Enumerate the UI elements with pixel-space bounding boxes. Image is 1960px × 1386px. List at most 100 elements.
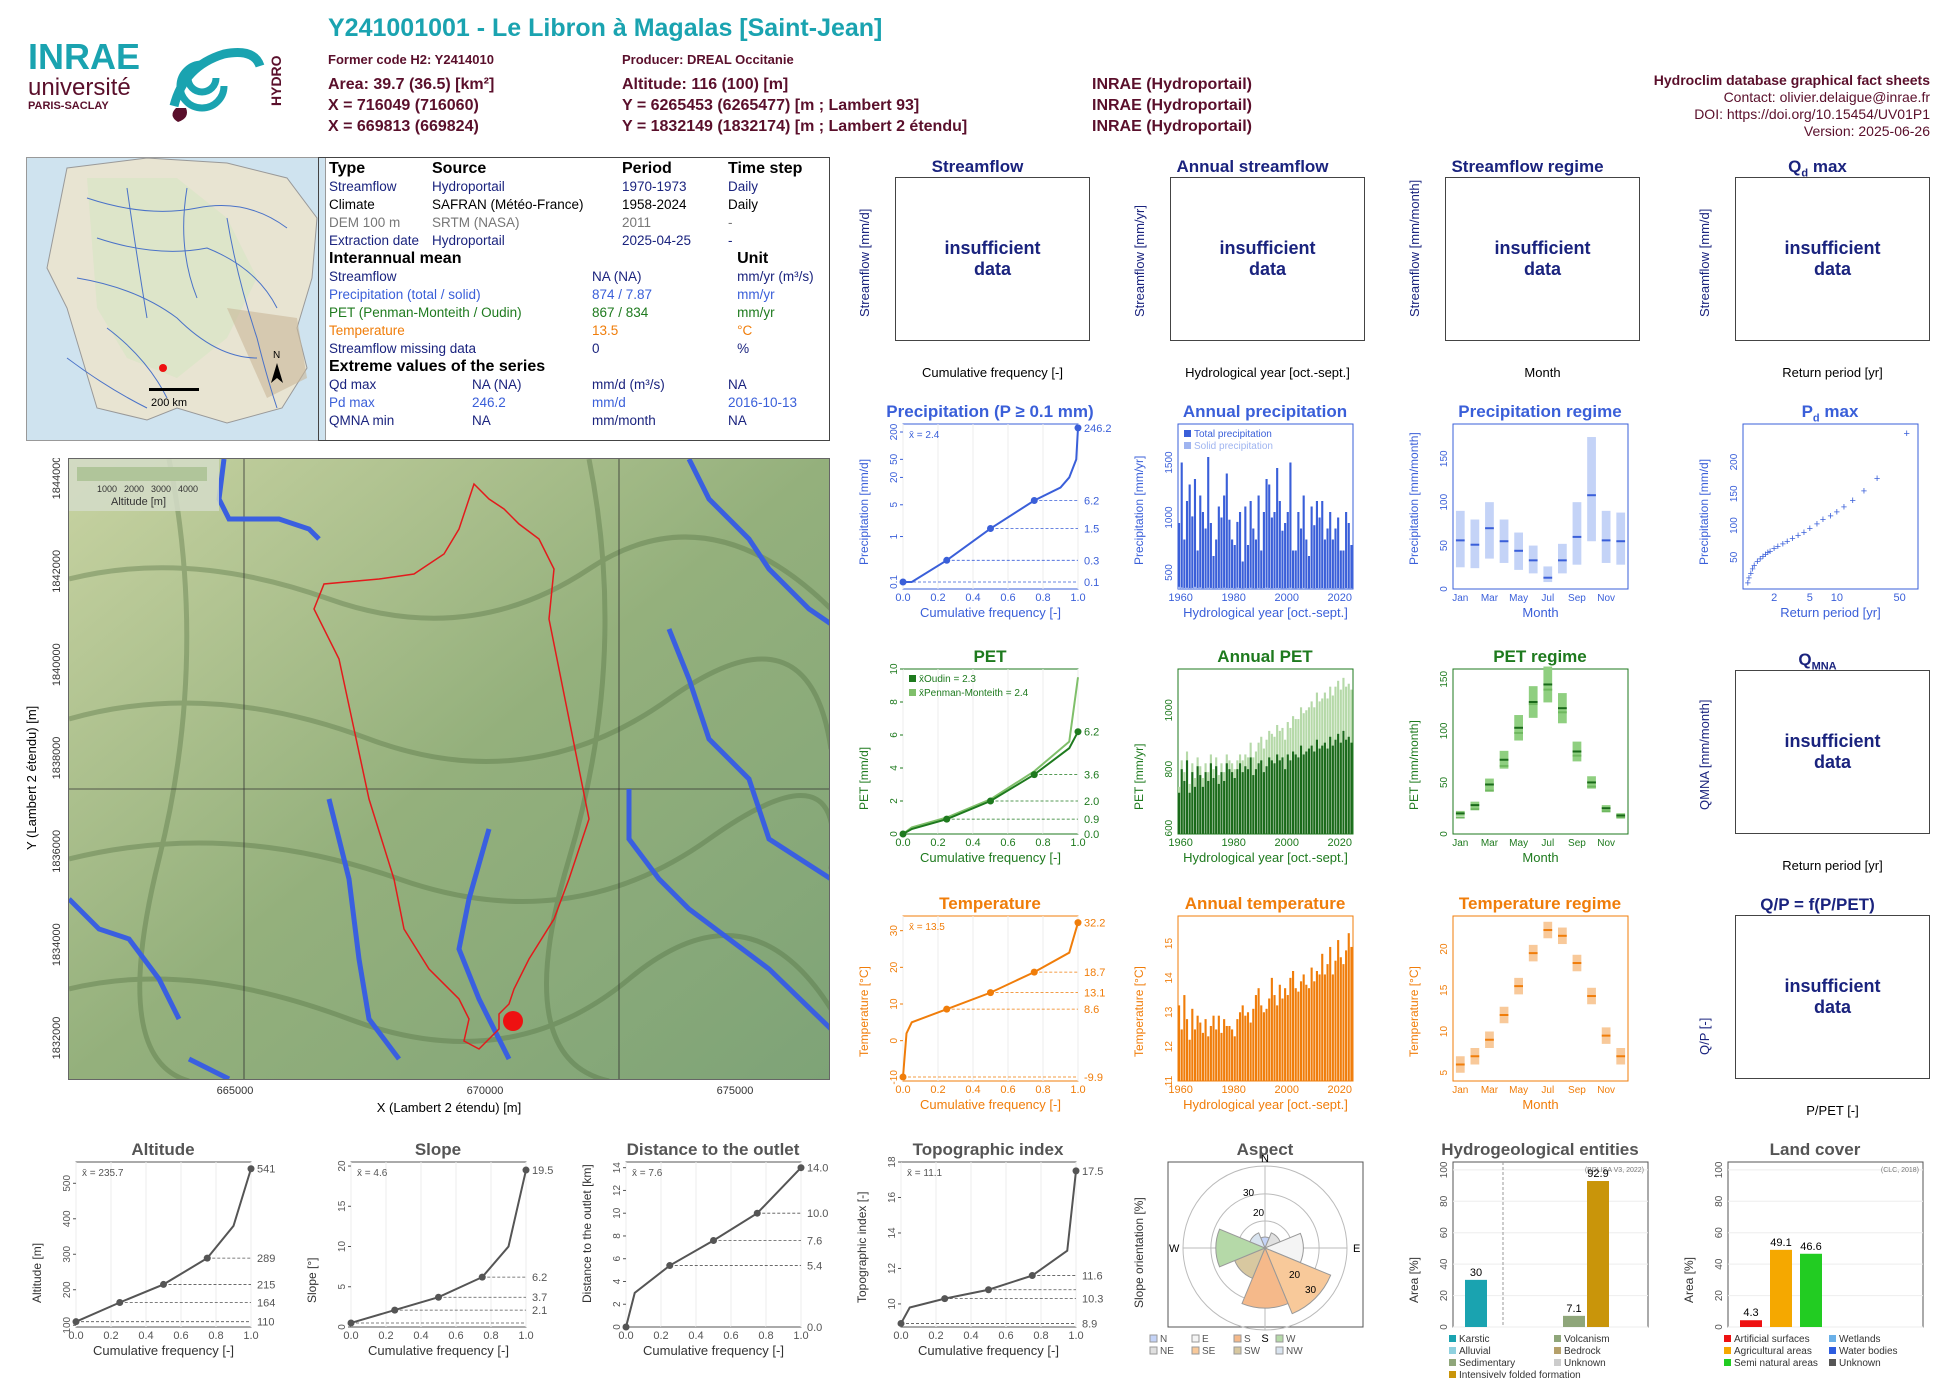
annual_temp-panel: Annual temperature 11 12 13 14 15 1960 1980 2000… <box>1130 892 1400 1132</box>
qmna-message: insufficient data <box>1784 731 1881 772</box>
bar <box>1297 757 1300 834</box>
ring-label: 30 <box>1243 1188 1255 1199</box>
y-tick-label: 200 <box>62 1281 73 1298</box>
bar-solid <box>1233 588 1236 589</box>
bar-solid <box>1276 587 1279 589</box>
temp_regime-svg: 5 10 15 20 Jan Mar May Jul Sep Nov <box>1439 915 1629 1096</box>
y-tick-label: 100 <box>62 1316 73 1333</box>
cell: NA <box>472 413 491 428</box>
x-tick-label: 0.6 <box>1000 837 1015 849</box>
legend-tick: 1000 <box>97 484 117 494</box>
landcover-ylabel: Area [%] <box>1682 1256 1696 1303</box>
pd_max-ylabel: Precipitation [mm/d] <box>1697 458 1711 565</box>
bar <box>1209 763 1212 834</box>
map-y-tick: 1840000 <box>51 643 63 686</box>
bar <box>1220 517 1223 589</box>
bar <box>1193 479 1197 589</box>
map-ylabel: Y (Lambert 2 étendu) [m] <box>24 705 39 850</box>
data-point <box>1074 424 1082 432</box>
bar-solid <box>1257 587 1260 589</box>
bar <box>1238 512 1242 589</box>
cell: °C <box>737 323 753 338</box>
bar <box>1270 517 1273 589</box>
bar <box>1294 988 1297 1081</box>
x-tick-label: 2020 <box>1328 592 1352 604</box>
legend-label: Intensively folded formation <box>1459 1370 1581 1378</box>
annual_pet-xlabel: Hydrological year [oct.-sept.] <box>1183 850 1348 865</box>
bar <box>1212 778 1215 834</box>
right-tick-label: -9.9 <box>1084 1072 1103 1084</box>
y-tick-label: 1 <box>889 533 900 539</box>
bar <box>1246 769 1250 834</box>
precip_cdf-xlabel: Cumulative frequency [-] <box>920 605 1061 620</box>
bar <box>1465 1279 1487 1327</box>
info-table: Type Source Period Time step Streamflow H… <box>318 157 830 441</box>
x-tick-label: Sep <box>1568 1085 1586 1096</box>
bar <box>1241 561 1244 589</box>
x-tick-label: 0.0 <box>343 1330 358 1342</box>
bar <box>1310 967 1313 1081</box>
bar <box>1223 1019 1226 1081</box>
bar <box>1318 748 1321 834</box>
x-tick-label: Mar <box>1481 593 1499 604</box>
bar <box>1185 501 1189 589</box>
bar <box>1337 940 1340 1081</box>
legend-label: S <box>1244 1334 1251 1345</box>
bar-solid <box>1337 588 1340 589</box>
data-point <box>943 1005 951 1013</box>
y-tick-label: 20 <box>1439 1290 1450 1302</box>
bar <box>1199 775 1202 834</box>
cell: mm/yr <box>737 305 775 320</box>
precip_regime-title: Precipitation regime <box>1458 402 1622 421</box>
x-tick-label: 0.4 <box>688 1330 703 1342</box>
x-tick-label: 50 <box>1894 592 1906 604</box>
legend-swatch <box>1233 1346 1242 1355</box>
streamflow_regime-panel: Streamflow regime insufficient data Streamf… <box>1405 157 1650 397</box>
annual_temp-xlabel: Hydrological year [oct.-sept.] <box>1183 1097 1348 1112</box>
bar <box>1337 517 1340 589</box>
landcover-panel: Land cover 0 20 40 60 80 100 (CLC, 2018) 4.3 49.1… <box>1680 1138 1950 1378</box>
north-label: N <box>273 350 280 361</box>
y-tick-label: 100 <box>1439 1161 1450 1178</box>
qp-xlabel: P/PET [-] <box>1806 1103 1859 1118</box>
col-timestep: Time step <box>728 160 803 177</box>
mean-temperature: Temperature 13.5 °C <box>327 322 821 340</box>
x-tick-label: Jul <box>1541 593 1554 604</box>
bar <box>1260 760 1263 834</box>
y-tick-label: 300 <box>62 1245 73 1262</box>
bar <box>1334 960 1337 1081</box>
bar <box>1289 977 1292 1081</box>
cell: QMNA min <box>329 413 395 428</box>
x-tick-label: 0.4 <box>965 1084 980 1096</box>
qmna-xlabel: Return period [yr] <box>1782 858 1883 873</box>
cell: 1970-1973 <box>622 179 687 194</box>
x-tick-label: 0.2 <box>930 592 945 604</box>
bar <box>1236 1019 1239 1081</box>
y-tick-label: 15 <box>337 1200 348 1212</box>
source-note: (BDLISA V3, 2022) <box>1585 1167 1644 1174</box>
station-marker <box>159 364 167 372</box>
dir-label: N <box>1261 1153 1269 1165</box>
bar-solid <box>1262 588 1265 589</box>
annual_temp-ylabel: Temperature [°C] <box>1132 966 1146 1057</box>
topo-ylabel: Topographic index [-] <box>855 1191 869 1303</box>
bar <box>1350 742 1353 834</box>
former-code: Former code H2: Y2414010 <box>328 52 494 67</box>
bar <box>1307 988 1311 1081</box>
bar <box>1347 933 1350 1081</box>
aspect-wedge <box>1264 1247 1332 1315</box>
legend-label: Unknown <box>1839 1358 1881 1369</box>
data-point <box>941 1295 949 1303</box>
mean-label: x̄ = 7.6 <box>632 1168 663 1179</box>
cell: Temperature <box>329 323 405 338</box>
bar <box>1302 495 1305 589</box>
bar <box>1347 523 1350 589</box>
distance-xlabel: Cumulative frequency [-] <box>643 1343 784 1358</box>
x-tick-label: Jan <box>1452 593 1468 604</box>
y-tick-label: 100 <box>1714 1161 1725 1178</box>
y-tick-label: 80 <box>1439 1195 1450 1207</box>
bar <box>1276 754 1279 834</box>
bar-solid <box>1331 588 1334 589</box>
legend-label: Alluvial <box>1459 1346 1491 1357</box>
extreme-pd: Pd max 246.2 mm/d 2016-10-13 <box>327 394 821 412</box>
